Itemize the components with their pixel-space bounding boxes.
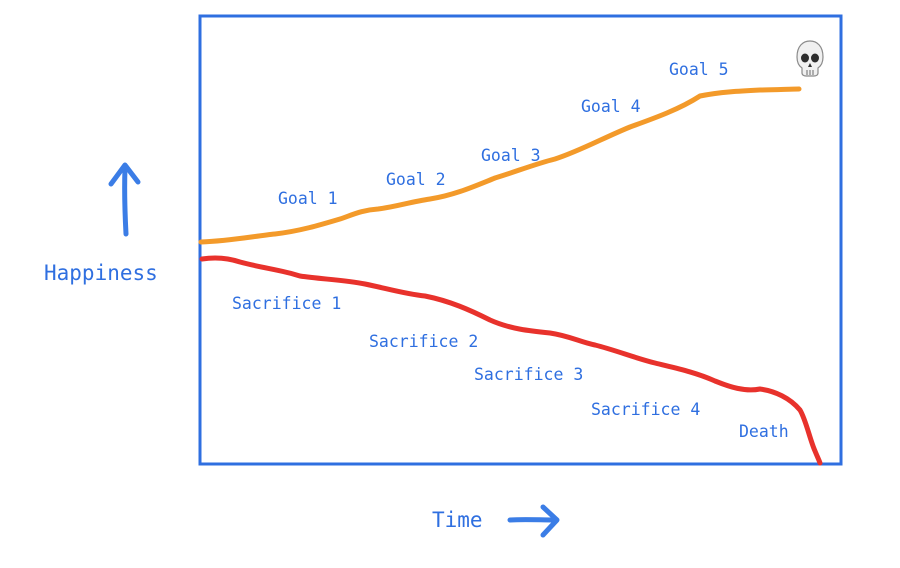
sacrifice-curve	[199, 255, 823, 466]
right-arrow-icon	[507, 504, 560, 538]
up-arrow-icon	[108, 162, 141, 237]
death-label: Death	[739, 422, 789, 441]
plot-frame	[198, 14, 843, 466]
goal-label-2: Goal 2	[386, 170, 446, 189]
goal-curve	[198, 86, 802, 245]
sacrifice-label-1: Sacrifice 1	[232, 294, 341, 313]
goal-label-4: Goal 4	[581, 97, 641, 116]
goal-label-1: Goal 1	[278, 189, 338, 208]
x-axis-label: Time	[432, 508, 483, 532]
y-axis-label: Happiness	[44, 261, 158, 285]
sacrifice-label-2: Sacrifice 2	[369, 332, 478, 351]
sacrifice-label-3: Sacrifice 3	[474, 365, 583, 384]
goal-label-3: Goal 3	[481, 146, 541, 165]
skull-icon	[796, 40, 824, 77]
sacrifice-label-4: Sacrifice 4	[591, 400, 700, 419]
goal-label-5: Goal 5	[669, 60, 729, 79]
